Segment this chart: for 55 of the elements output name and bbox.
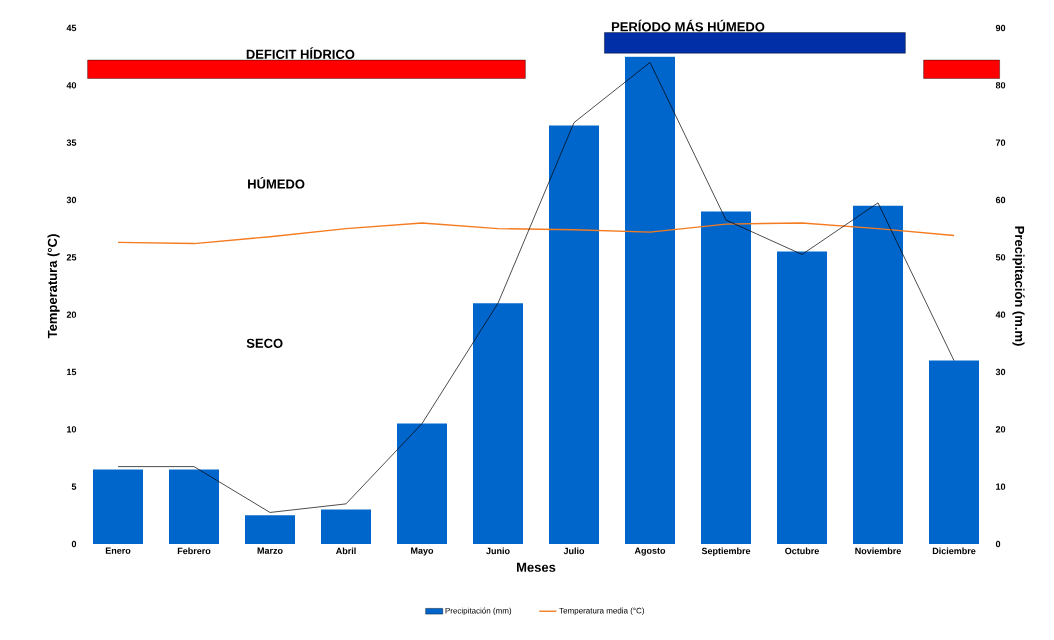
x-tick-label: Enero [105, 547, 131, 554]
x-tick-label: Marzo [257, 547, 283, 554]
y2-tick-label: 70 [995, 139, 1006, 146]
bar [93, 469, 143, 544]
y-axis-title: Temperatura (°C) [47, 234, 60, 339]
annotation: DEFICIT HÍDRICO [246, 47, 355, 59]
annotation: PERÍODO MÁS HÚMEDO [611, 19, 765, 32]
y-tick-label: 30 [66, 196, 77, 204]
x-tick-label: Diciembre [932, 547, 976, 555]
bar [929, 360, 980, 544]
y-tick-label: 10 [67, 426, 77, 433]
x-tick-label: Noviembre [855, 547, 901, 555]
y2-tick-label: 50 [995, 254, 1006, 261]
bar [549, 125, 600, 544]
y2-tick-label: 10 [996, 483, 1006, 490]
y2-tick-label: 20 [995, 426, 1006, 433]
bar [853, 205, 904, 544]
bar [169, 469, 219, 544]
x-tick-label: Julio [563, 547, 585, 555]
y-tick-label: 20 [66, 311, 77, 318]
x-tick-label: Agosto [634, 547, 666, 556]
y-tick-label: 0 [71, 540, 77, 548]
y2-tick-label: 0 [995, 540, 1001, 548]
y2-tick-label: 40 [995, 311, 1006, 318]
bar [245, 515, 296, 544]
y-tick-label: 15 [67, 368, 77, 376]
bar [625, 56, 676, 544]
line-series [117, 62, 955, 513]
y2-tick-label: 80 [995, 82, 1006, 89]
y2-tick-label: 90 [995, 24, 1006, 32]
y-tick-label: 5 [71, 483, 77, 490]
annotation: SECO [246, 338, 283, 348]
x-tick-label: Octubre [785, 547, 819, 555]
bar [473, 303, 524, 544]
y-tick-label: 35 [66, 139, 77, 146]
y-tick-label: 25 [66, 254, 77, 261]
y2-axis-title: Precipitación (m.m) [1012, 226, 1025, 346]
legend-label: Precipitación (mm) [445, 607, 512, 616]
y2-tick-label: 30 [995, 368, 1006, 376]
y-tick-label: 45 [66, 24, 77, 32]
line-series [117, 222, 955, 245]
y2-tick-label: 60 [995, 196, 1006, 204]
bar [321, 509, 372, 544]
x-axis-title: Meses [516, 562, 556, 572]
x-tick-label: Febrero [177, 547, 211, 555]
x-tick-label: Septiembre [701, 547, 751, 556]
bar [777, 251, 828, 544]
annotation: HÚMEDO [248, 176, 305, 189]
y-tick-label: 40 [66, 82, 77, 89]
bar [397, 423, 448, 544]
x-tick-label: Abril [335, 547, 356, 555]
x-tick-label: Junio [486, 547, 510, 555]
x-tick-label: Mayo [411, 547, 434, 556]
legend-label: Temperatura media (°C) [559, 607, 645, 616]
bar [701, 211, 752, 544]
